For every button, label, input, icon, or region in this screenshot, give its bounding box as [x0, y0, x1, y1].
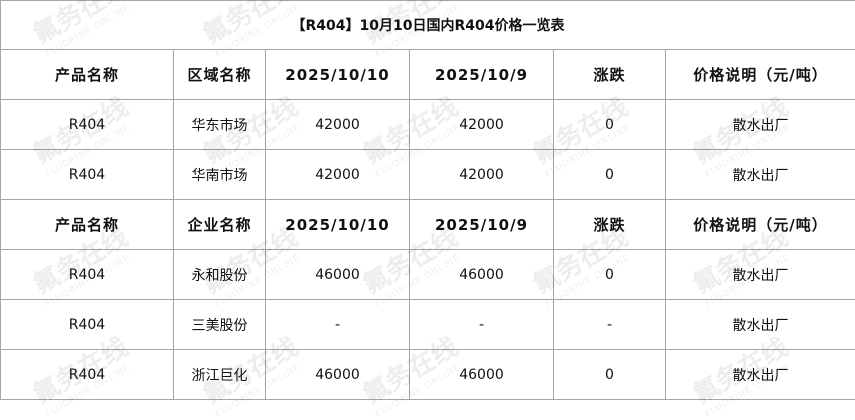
table-cell: 永和股份: [174, 250, 266, 300]
table-cell: 0: [554, 250, 666, 300]
column-header: 2025/10/10: [266, 200, 410, 250]
table-cell: R404: [1, 100, 174, 150]
table-cell: R404: [1, 150, 174, 200]
table-cell: 46000: [410, 350, 554, 400]
table-cell: 散水出厂: [666, 150, 855, 200]
table-cell: 华东市场: [174, 100, 266, 150]
table-cell: 46000: [410, 250, 554, 300]
table-cell: 散水出厂: [666, 100, 855, 150]
table-cell: 散水出厂: [666, 300, 855, 350]
column-header: 价格说明（元/吨）: [666, 200, 855, 250]
table-cell: 42000: [410, 150, 554, 200]
table-cell: R404: [1, 350, 174, 400]
table-cell: 散水出厂: [666, 350, 855, 400]
table-cell: R404: [1, 250, 174, 300]
column-header: 2025/10/10: [266, 50, 410, 100]
column-header: 产品名称: [1, 200, 174, 250]
column-header: 涨跌: [554, 50, 666, 100]
table-cell: R404: [1, 300, 174, 350]
table-title: 【R404】10月10日国内R404价格一览表: [1, 1, 855, 50]
table-cell: 散水出厂: [666, 250, 855, 300]
table-cell: 42000: [410, 100, 554, 150]
table-cell: 0: [554, 150, 666, 200]
table-cell: 46000: [266, 350, 410, 400]
table-cell: 浙江巨化: [174, 350, 266, 400]
column-header: 价格说明（元/吨）: [666, 50, 855, 100]
table-cell: -: [266, 300, 410, 350]
column-header: 企业名称: [174, 200, 266, 250]
column-header: 2025/10/9: [410, 200, 554, 250]
table-cell: -: [554, 300, 666, 350]
column-header: 区域名称: [174, 50, 266, 100]
table-cell: 0: [554, 350, 666, 400]
column-header: 产品名称: [1, 50, 174, 100]
column-header: 2025/10/9: [410, 50, 554, 100]
table-cell: 三美股份: [174, 300, 266, 350]
table-cell: -: [410, 300, 554, 350]
table-cell: 42000: [266, 100, 410, 150]
table-cell: 42000: [266, 150, 410, 200]
table-cell: 46000: [266, 250, 410, 300]
table-cell: 华南市场: [174, 150, 266, 200]
column-header: 涨跌: [554, 200, 666, 250]
table-cell: 0: [554, 100, 666, 150]
